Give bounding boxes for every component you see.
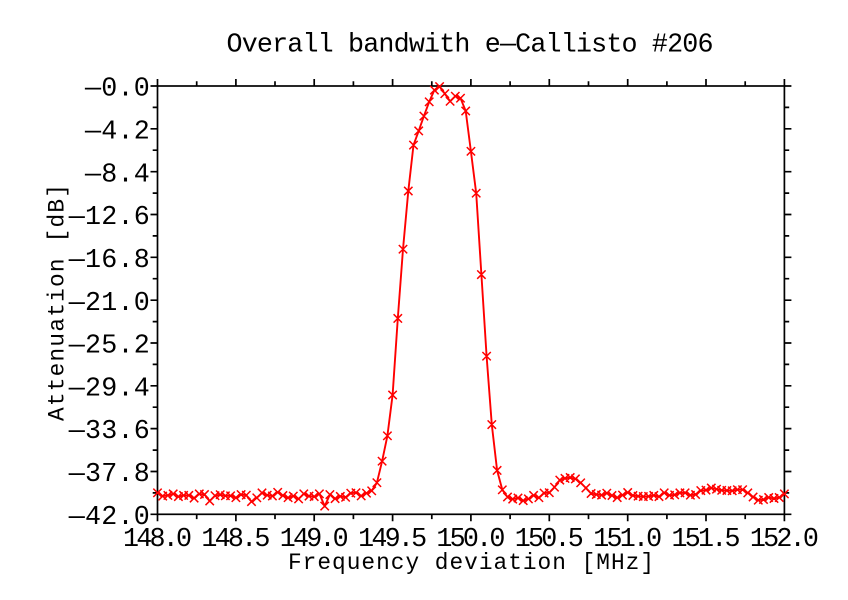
svg-text:149.5: 149.5 (358, 525, 427, 555)
svg-text:—42.0: —42.0 (68, 503, 150, 533)
svg-text:—4.2: —4.2 (84, 117, 150, 147)
svg-text:—29.4: —29.4 (68, 374, 150, 404)
svg-text:—16.8: —16.8 (68, 246, 150, 276)
svg-text:150.0: 150.0 (436, 525, 505, 555)
svg-text:148.0: 148.0 (123, 525, 192, 555)
svg-text:149.0: 149.0 (280, 525, 349, 555)
svg-text:—33.6: —33.6 (68, 417, 150, 447)
svg-text:—21.0: —21.0 (68, 289, 150, 319)
svg-text:151.0: 151.0 (593, 525, 662, 555)
svg-text:—0.0: —0.0 (84, 75, 150, 105)
svg-text:150.5: 150.5 (515, 525, 584, 555)
svg-text:Frequency deviation [MHz]: Frequency deviation [MHz] (288, 550, 654, 576)
svg-text:152.0: 152.0 (750, 525, 819, 555)
svg-text:—37.8: —37.8 (68, 460, 150, 490)
svg-text:—25.2: —25.2 (68, 332, 150, 362)
svg-text:—8.4: —8.4 (84, 160, 150, 190)
svg-text:Attenuation [dB]: Attenuation [dB] (44, 184, 70, 421)
svg-text:151.5: 151.5 (672, 525, 741, 555)
svg-text:148.5: 148.5 (201, 525, 270, 555)
svg-text:—12.6: —12.6 (68, 203, 150, 233)
svg-text:Overall bandwith e—Callisto #2: Overall bandwith e—Callisto #206 (227, 31, 714, 61)
